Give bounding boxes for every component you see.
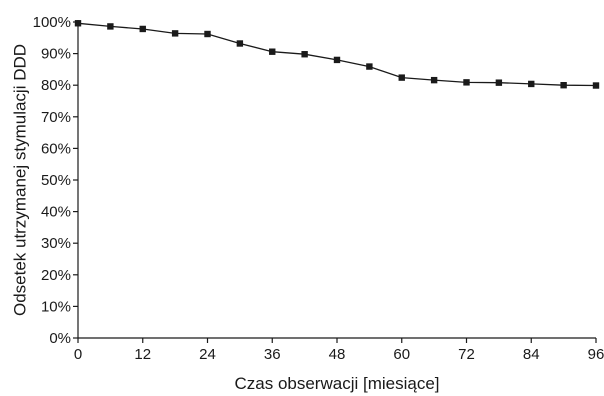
- x-tick-label: 12: [134, 346, 151, 363]
- y-tick-label: 60%: [41, 140, 71, 157]
- y-tick-label: 70%: [41, 109, 71, 126]
- y-tick-label: 0%: [49, 330, 71, 347]
- data-point: [366, 63, 373, 70]
- y-tick-label: 20%: [41, 267, 71, 284]
- y-tick-label: 50%: [41, 172, 71, 189]
- data-point: [333, 56, 341, 64]
- x-tick-label: 36: [264, 346, 281, 363]
- data-point: [171, 30, 179, 37]
- y-tick-label: 40%: [41, 204, 71, 221]
- x-axis-title: Czas obserwacji [miesiące]: [234, 374, 439, 393]
- y-tick-label: 90%: [41, 46, 71, 63]
- data-point: [463, 79, 470, 86]
- y-axis-title: Odsetek utrzymanej stymulacji DDD: [11, 44, 30, 316]
- x-tick-label: 72: [458, 346, 475, 363]
- x-tick-label: 48: [329, 346, 346, 363]
- data-point: [560, 82, 567, 89]
- series-line: [77, 22, 597, 87]
- y-tick-label: 10%: [41, 298, 71, 315]
- data-point: [74, 20, 82, 27]
- data-point: [528, 80, 535, 88]
- x-ticks: 0 12 24 36 48 60 72 84 96: [74, 338, 604, 363]
- y-tick-label: 80%: [41, 77, 71, 94]
- y-tick-label: 30%: [41, 235, 71, 252]
- data-point: [592, 82, 600, 89]
- x-tick-label: 0: [74, 346, 82, 363]
- x-tick-label: 96: [588, 346, 604, 363]
- data-point: [495, 79, 503, 86]
- data-point: [398, 74, 405, 81]
- data-point: [430, 76, 438, 84]
- x-tick-label: 84: [523, 346, 540, 363]
- data-point: [269, 48, 276, 55]
- data-point: [107, 23, 114, 30]
- y-ticks: 0% 10% 20% 30% 40% 50% 60% 70% 80% 90% 100%: [33, 14, 78, 347]
- data-point: [301, 51, 308, 58]
- x-tick-label: 24: [199, 346, 216, 363]
- x-tick-label: 60: [393, 346, 410, 363]
- plot-area: [74, 20, 600, 89]
- data-point: [236, 40, 244, 47]
- y-tick-label: 100%: [33, 14, 71, 31]
- data-point: [139, 25, 146, 33]
- axes: [77, 20, 596, 339]
- data-point: [204, 30, 211, 38]
